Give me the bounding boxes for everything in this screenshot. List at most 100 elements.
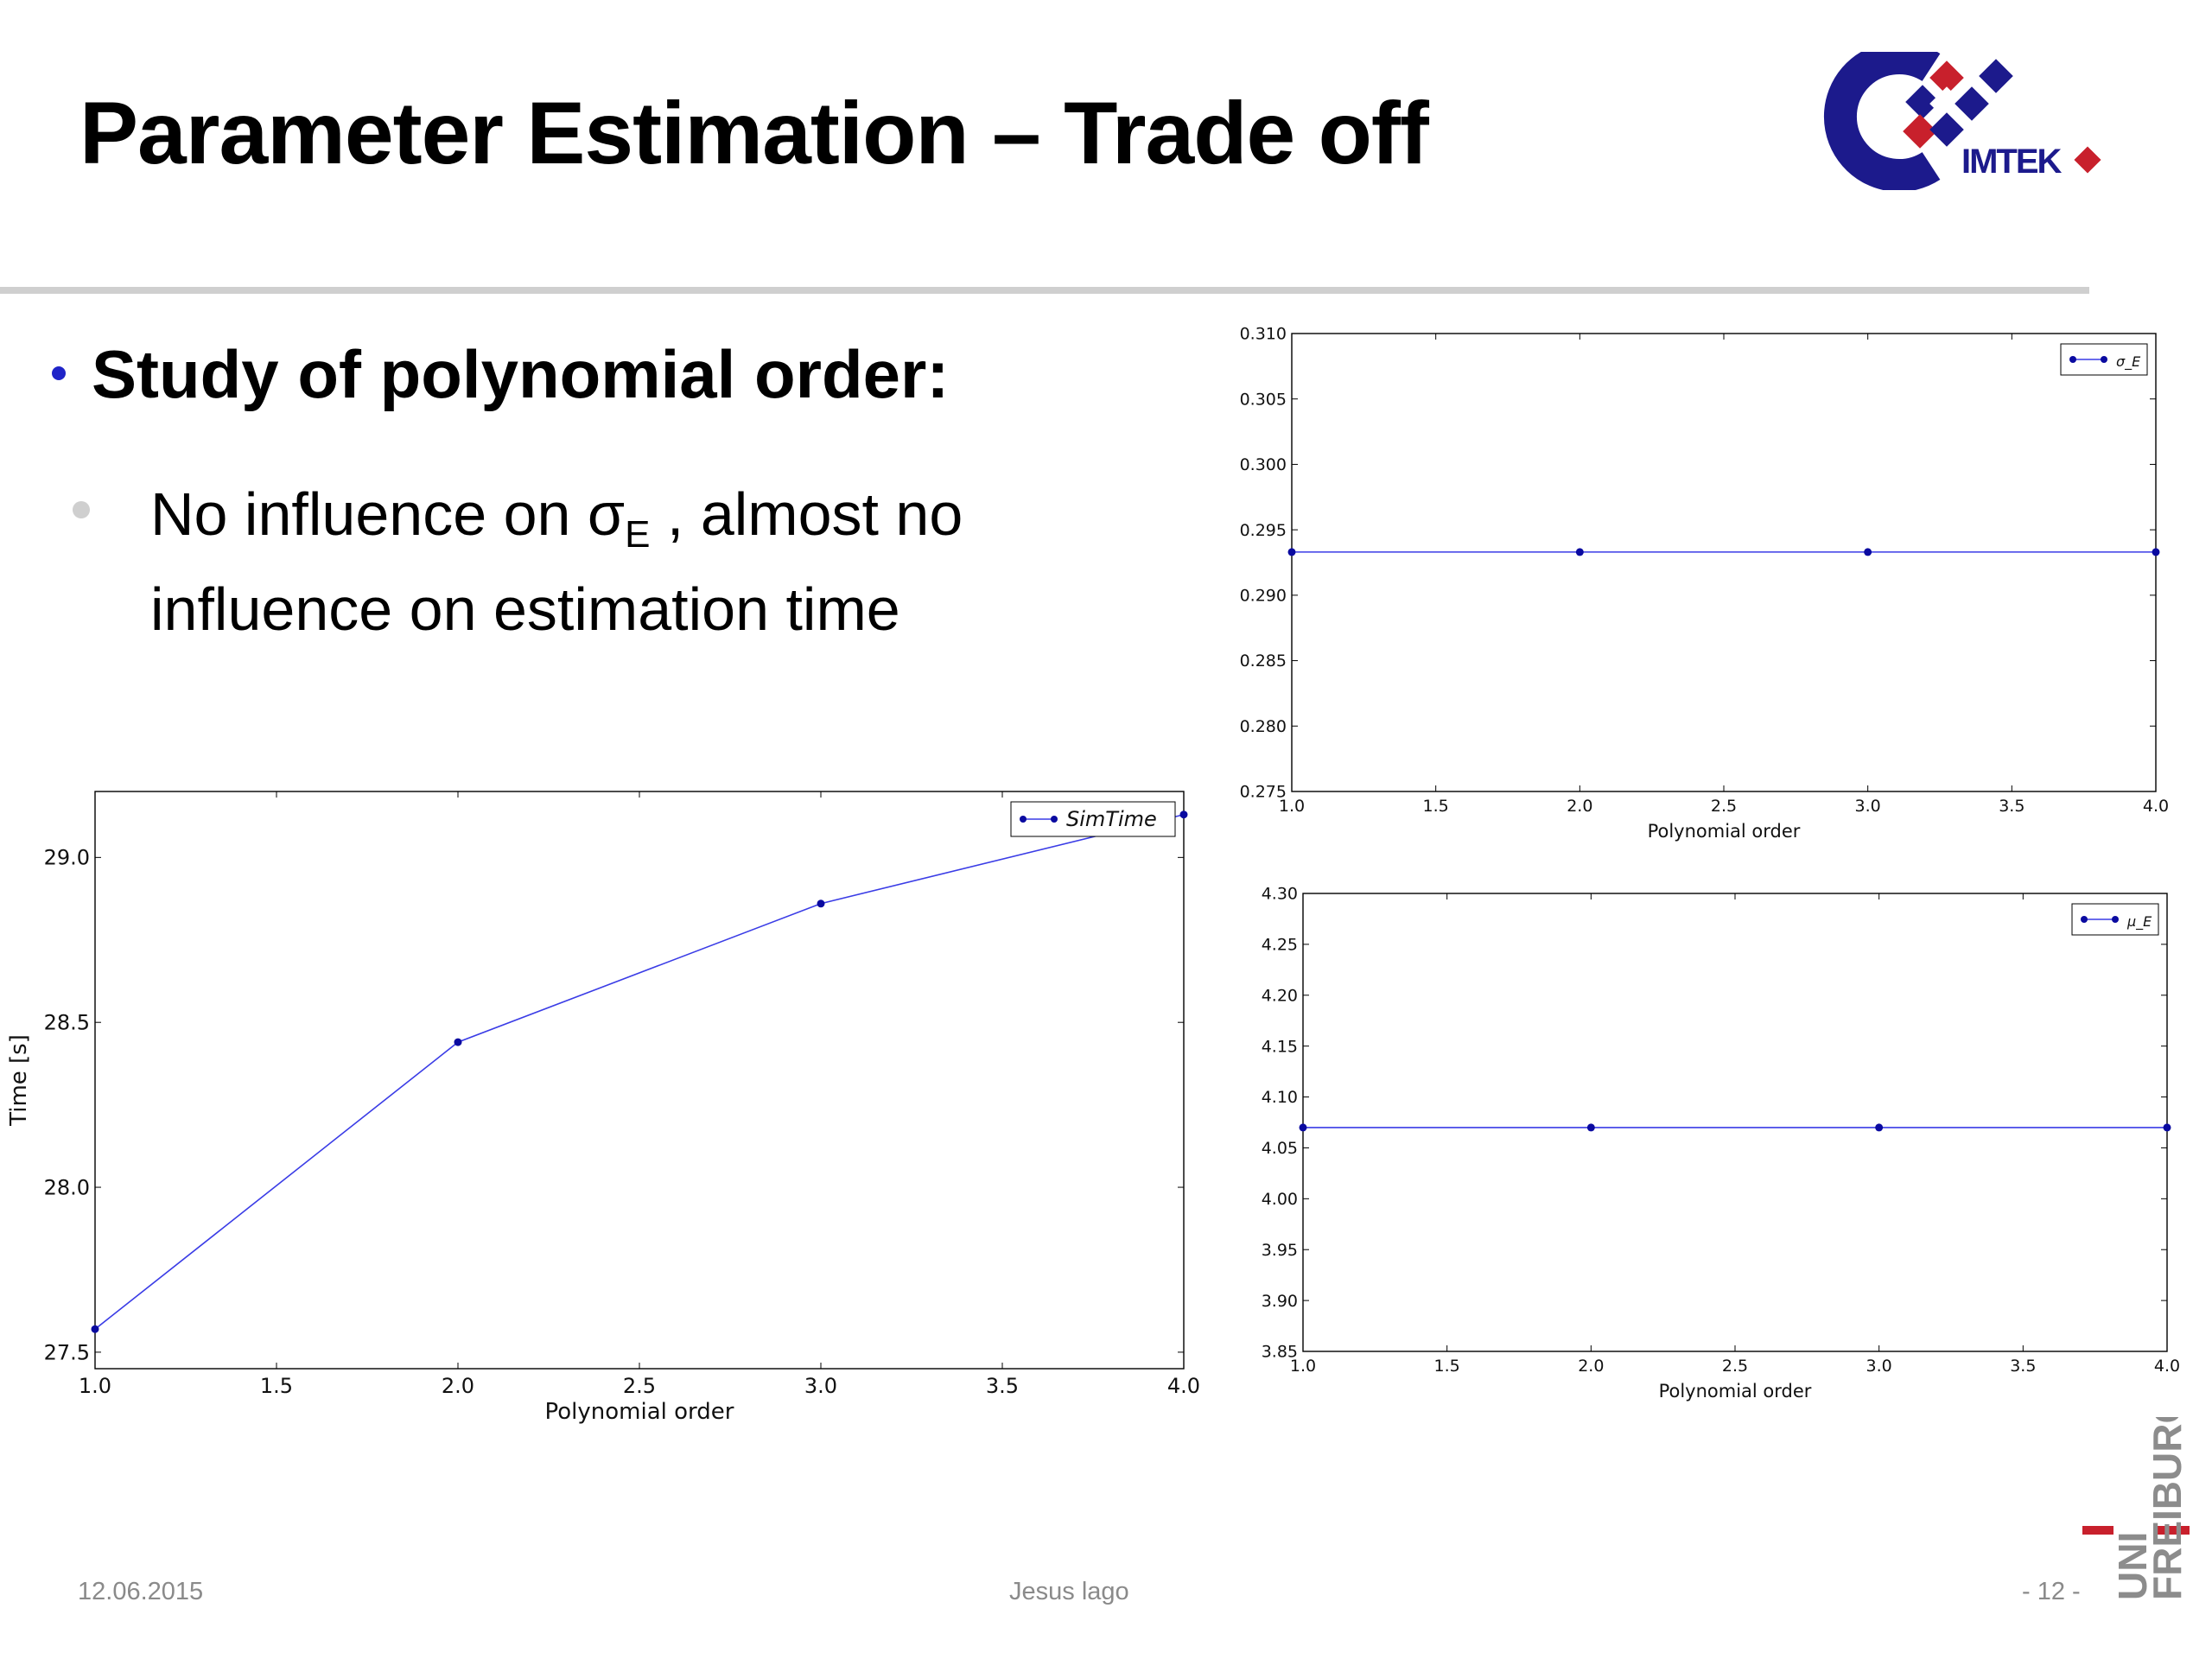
bullet-dot xyxy=(52,366,66,380)
data-point xyxy=(1875,1123,1884,1132)
data-point xyxy=(1287,548,1296,556)
x-tick-label: 2.0 xyxy=(1578,1357,1604,1376)
x-tick-label: 1.0 xyxy=(1279,797,1305,816)
data-point xyxy=(1299,1123,1307,1132)
y-tick-label: 3.95 xyxy=(1262,1241,1298,1260)
y-tick-label: 0.300 xyxy=(1240,455,1287,474)
sigma-chart: 1.0 1.5 2.0 2.5 3.0 3.5 4.0 0.275 0.280 0.285 0.29… xyxy=(1210,311,2195,847)
footer-date: 12.06.2015 xyxy=(78,1578,204,1605)
legend-swatch-marker xyxy=(1051,816,1058,823)
x-axis-label: Polynomial order xyxy=(1648,821,1801,842)
y-tick-label: 0.285 xyxy=(1240,652,1287,671)
legend-label: μ_E xyxy=(2126,913,2152,931)
simtime-chart: 1.0 1.5 2.0 2.5 3.0 3.5 4.0 27.5 28.0 28.5 29.0 Pol… xyxy=(0,760,1210,1434)
x-tick-label: 3.5 xyxy=(1999,797,2024,816)
sub-bullet-text: No influence on σE , almost no influence… xyxy=(150,480,963,643)
legend-swatch-marker xyxy=(2112,916,2119,923)
logo-diamond xyxy=(2074,146,2101,174)
logo-diamond xyxy=(1929,60,1964,95)
mu-chart-svg: 1.0 1.5 2.0 2.5 3.0 3.5 4.0 3.85 3.90 3.95 4.00 4.0… xyxy=(1262,885,2180,1402)
plot-frame xyxy=(1302,893,2168,1352)
bullet-heading: Study of polynomial order: xyxy=(92,336,950,412)
footer-page-number: - 12 - xyxy=(2022,1578,2081,1605)
x-tick-label: 3.5 xyxy=(2010,1357,2036,1376)
uni-freiburg-logo: UNI FREIBURG xyxy=(2082,1417,2190,1600)
data-point xyxy=(2163,1123,2171,1132)
y-tick-label: 4.10 xyxy=(1262,1088,1298,1107)
y-tick-label: 4.30 xyxy=(1262,885,1298,904)
uni-logo-bar xyxy=(2082,1526,2113,1535)
x-tick-label: 3.5 xyxy=(986,1374,1019,1398)
logo-diamond xyxy=(1979,59,2013,93)
data-point xyxy=(454,1038,462,1046)
y-tick-label: 0.310 xyxy=(1240,325,1287,344)
x-tick-label: 4.0 xyxy=(2154,1357,2180,1376)
simtime-chart-svg: 1.0 1.5 2.0 2.5 3.0 3.5 4.0 27.5 28.0 28.5 29.0 Pol… xyxy=(6,791,1200,1425)
x-tick-label: 1.0 xyxy=(1290,1357,1316,1376)
y-tick-label: 0.280 xyxy=(1240,717,1287,736)
logo-arc xyxy=(1824,52,1941,190)
y-tick-label: 4.25 xyxy=(1262,936,1298,955)
uni-logo-bar xyxy=(2155,1526,2190,1535)
x-tick-label: 3.0 xyxy=(804,1374,837,1398)
y-tick-label: 4.05 xyxy=(1262,1139,1298,1158)
x-tick-label: 2.5 xyxy=(1711,797,1737,816)
freiburg-logo-text: FREIBURG xyxy=(2145,1417,2190,1600)
x-tick-label: 3.0 xyxy=(1866,1357,1892,1376)
y-tick-label: 0.275 xyxy=(1240,783,1287,802)
legend-swatch-marker xyxy=(1020,816,1027,823)
logo-diamond xyxy=(1929,112,1964,147)
data-point xyxy=(1586,1123,1595,1132)
sigma-chart-svg: 1.0 1.5 2.0 2.5 3.0 3.5 4.0 0.275 0.280 0.285 0.29… xyxy=(1240,325,2170,842)
y-tick-label: 28.0 xyxy=(44,1175,90,1199)
x-axis-label: Polynomial order xyxy=(545,1399,734,1425)
y-tick-label: 4.20 xyxy=(1262,986,1298,1005)
x-tick-label: 1.5 xyxy=(1423,797,1449,816)
imtek-logo: IMTEK xyxy=(1824,52,2101,190)
x-tick-label: 2.0 xyxy=(442,1374,474,1398)
y-tick-label: 4.15 xyxy=(1262,1037,1298,1056)
x-tick-label: 3.0 xyxy=(1855,797,1881,816)
mu-chart: 1.0 1.5 2.0 2.5 3.0 3.5 4.0 3.85 3.90 3.95 4.00 4.0… xyxy=(1210,873,2195,1408)
slide-title: Parameter Estimation – Trade off xyxy=(79,84,1429,182)
x-tick-label: 1.5 xyxy=(1434,1357,1460,1376)
y-tick-label: 27.5 xyxy=(44,1340,90,1364)
data-point xyxy=(1864,548,1872,556)
x-tick-label: 1.5 xyxy=(260,1374,293,1398)
x-tick-label: 4.0 xyxy=(1167,1374,1200,1398)
data-point xyxy=(1575,548,1584,556)
logo-diamond xyxy=(1929,86,1964,121)
logo-text: IMTEK xyxy=(1961,143,2063,181)
x-tick-label: 2.5 xyxy=(1722,1357,1748,1376)
plot-frame xyxy=(94,791,1185,1370)
y-tick-label: 0.290 xyxy=(1240,587,1287,606)
data-point xyxy=(91,1325,99,1333)
logo-diamond xyxy=(1905,85,1940,119)
footer-author: Jesus lago xyxy=(1009,1578,1129,1605)
y-axis-label: Time [s] xyxy=(6,1034,32,1127)
plot-frame xyxy=(1291,333,2157,792)
y-tick-label: 3.85 xyxy=(1262,1343,1298,1362)
data-point xyxy=(2152,548,2160,556)
series-line xyxy=(94,813,1185,1330)
y-tick-label: 3.90 xyxy=(1262,1292,1298,1311)
y-tick-label: 0.295 xyxy=(1240,521,1287,540)
x-axis-label: Polynomial order xyxy=(1659,1381,1812,1402)
x-tick-label: 2.0 xyxy=(1567,797,1592,816)
x-tick-label: 1.0 xyxy=(79,1374,111,1398)
logo-diamond xyxy=(1955,86,1989,121)
legend-swatch-marker xyxy=(2101,356,2107,363)
legend-label: SimTime xyxy=(1066,807,1157,831)
sub-bullet-dot xyxy=(73,501,90,518)
y-tick-label: 29.0 xyxy=(44,846,90,870)
legend-swatch-marker xyxy=(2069,356,2076,363)
data-point xyxy=(1179,810,1188,819)
legend-label: σ_E xyxy=(2116,353,2141,371)
legend-swatch-marker xyxy=(2081,916,2088,923)
y-tick-label: 28.5 xyxy=(44,1011,90,1035)
logo-diamond xyxy=(1903,114,1937,149)
uni-logo-text: UNI xyxy=(2110,1532,2155,1600)
header-divider xyxy=(0,287,2089,294)
y-tick-label: 4.00 xyxy=(1262,1190,1298,1209)
x-tick-label: 4.0 xyxy=(2143,797,2169,816)
